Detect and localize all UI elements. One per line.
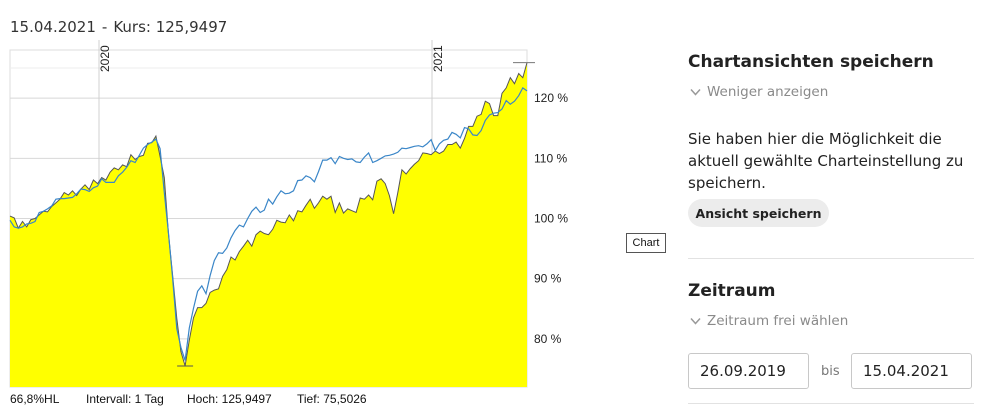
area-series [10, 62, 527, 387]
toggle-less-button[interactable]: Weniger anzeigen [690, 84, 828, 100]
period-title: Zeitraum [688, 281, 776, 301]
toggle-period-label: Zeitraum frei wählen [707, 313, 849, 329]
toggle-less-label: Weniger anzeigen [707, 84, 829, 100]
side-panel: Chartansichten speichern Weniger anzeige… [688, 0, 978, 415]
y-tick-label: 120 % [534, 91, 568, 105]
x-tick-label: 2020 [98, 45, 112, 72]
y-tick-label: 90 % [534, 272, 562, 286]
divider-bottom [688, 403, 974, 404]
footer-hoch: Hoch: 125,9497 [187, 392, 272, 406]
save-views-title: Chartansichten speichern [688, 52, 934, 72]
toggle-period-button[interactable]: Zeitraum frei wählen [690, 313, 848, 329]
chart-header: 15.04.2021- Kurs: 125,9497 [10, 18, 227, 36]
header-separator: - [101, 18, 108, 36]
date-from-input[interactable] [688, 353, 809, 389]
bis-label: bis [821, 364, 840, 379]
y-tick-label: 80 % [534, 332, 562, 346]
save-description: Sie haben hier die Möglichkeit die aktue… [688, 130, 964, 192]
line-series [9, 87, 528, 361]
chart-footer: 66,8%HL Intervall: 1 Tag Hoch: 125,9497 … [10, 392, 367, 406]
divider [688, 258, 974, 259]
price-chart[interactable]: 120 % 110 % 100 % 90 % 80 % 2020 2021 [0, 0, 600, 392]
chevron-up-icon [690, 88, 701, 96]
date-to-input[interactable] [851, 353, 972, 389]
chart-tooltip-tag: Chart [626, 233, 666, 253]
y-tick-label: 110 % [534, 151, 567, 165]
area-outline [9, 62, 528, 367]
footer-intervall: Intervall: 1 Tag [86, 392, 164, 406]
x-tick-label: 2021 [431, 45, 445, 72]
footer-hl: 66,8%HL [10, 392, 60, 406]
y-tick-label: 100 % [534, 212, 568, 226]
footer-tief: Tief: 75,5026 [297, 392, 367, 406]
save-view-button[interactable]: Ansicht speichern [688, 199, 829, 227]
chevron-down-icon [690, 317, 701, 325]
chart-kurs: Kurs: 125,9497 [113, 18, 228, 36]
chart-date: 15.04.2021 [10, 18, 96, 36]
